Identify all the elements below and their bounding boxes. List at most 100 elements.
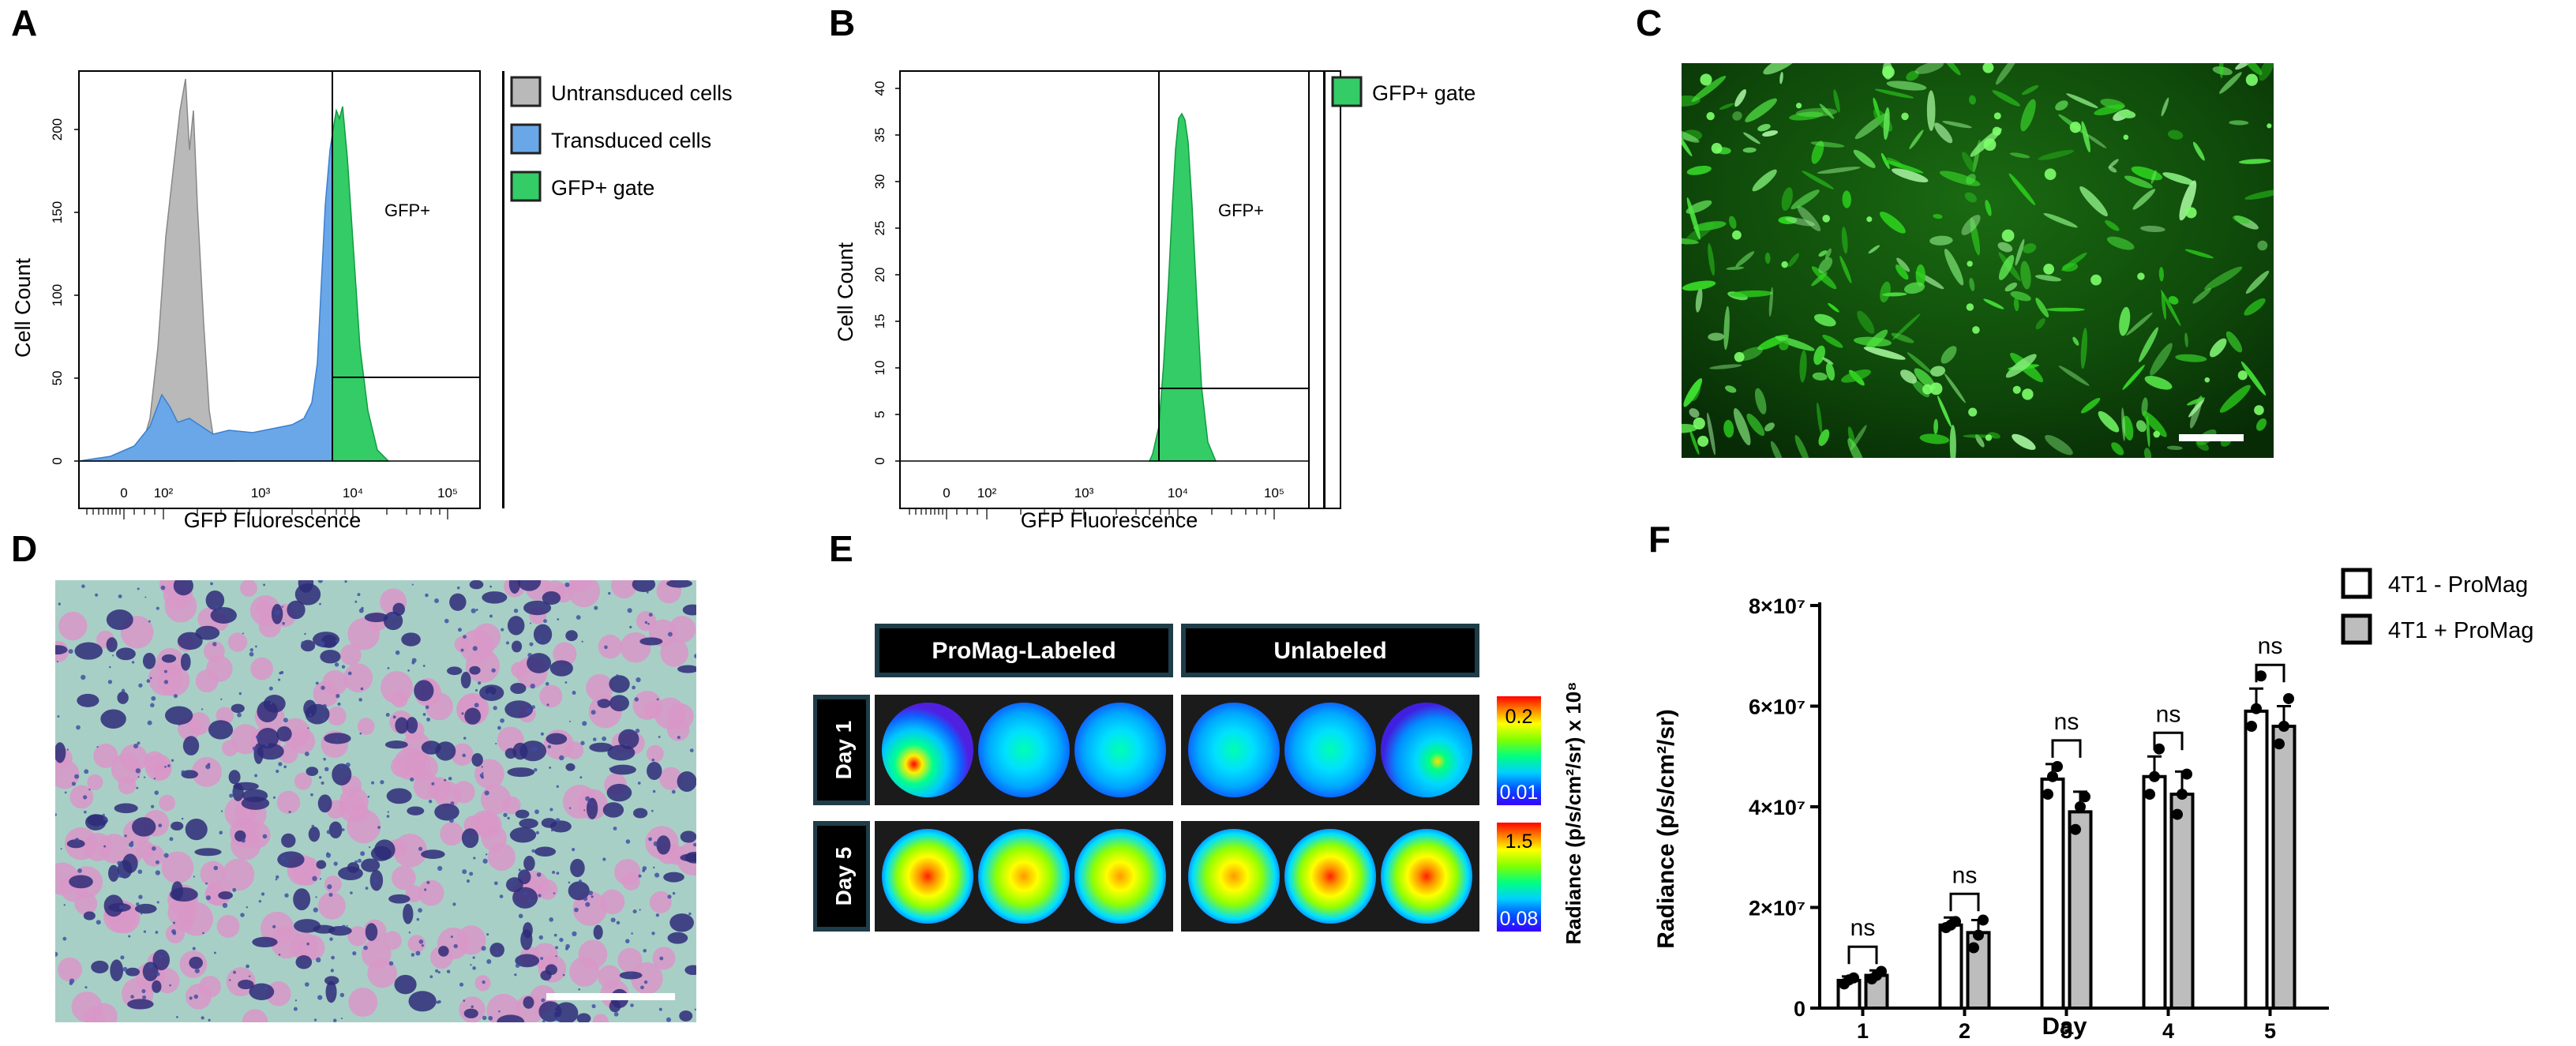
gfp-cell-bright — [1734, 351, 1745, 362]
colorbar-day1 — [1497, 696, 1541, 805]
gfp-cell — [2244, 298, 2266, 316]
gfp-cell — [2132, 189, 2156, 210]
blue-cell — [395, 717, 409, 734]
pink-cell — [511, 662, 527, 678]
blue-cell — [647, 761, 662, 781]
panel-b-histogram: Cell Count 0 5 10 15 20 25 30 35 40 GFP+… — [834, 70, 1475, 532]
blue-speck — [462, 753, 466, 758]
panel-f-ylabel: Radiance (p/s/cm²/sr) — [1653, 709, 1679, 948]
gfp-cell-bright — [1711, 142, 1723, 154]
panel-letter-a: A — [11, 2, 38, 43]
blue-speck — [249, 651, 254, 657]
blue-speck — [658, 736, 661, 738]
y-tick: 200 — [50, 118, 65, 141]
blue-cell — [606, 783, 632, 802]
blue-speck — [553, 965, 557, 969]
panel-letter-c: C — [1636, 2, 1663, 43]
blue-cell — [194, 848, 222, 857]
panel-a-legend-divider — [502, 71, 504, 508]
gfp-cell-bright — [2237, 370, 2248, 381]
blue-speck — [144, 596, 147, 598]
blue-speck — [461, 712, 464, 715]
pink-cell — [324, 875, 342, 894]
blue-speck — [283, 765, 287, 769]
blue-speck — [528, 898, 532, 902]
gfp-cell — [2108, 166, 2117, 173]
blue-cell — [114, 803, 138, 814]
gfp-cell-bright — [1866, 216, 1873, 223]
blue-speck — [527, 653, 533, 658]
blue-speck — [249, 975, 251, 977]
pink-cell — [487, 842, 516, 872]
blue-speck — [481, 946, 486, 951]
blue-cell — [218, 891, 233, 900]
pink-cell — [471, 810, 498, 838]
gfp-cell — [1926, 90, 1936, 131]
gfp-cell — [1961, 215, 1981, 235]
blue-speck — [411, 953, 415, 957]
blue-speck — [457, 628, 462, 632]
pink-cell — [568, 580, 601, 608]
gfp-cell — [1915, 264, 1925, 287]
blue-cell — [171, 821, 184, 831]
blue-speck — [328, 892, 333, 897]
blue-cell — [171, 881, 183, 901]
gfp-cell — [1795, 107, 1838, 118]
blue-speck — [482, 858, 488, 864]
blue-speck — [208, 1018, 211, 1022]
blue-speck — [169, 984, 171, 987]
gfp-cell — [1929, 235, 1953, 246]
gfp-cell — [1764, 252, 1771, 264]
blue-speck — [194, 968, 200, 973]
panel-f-x-ticks: 1 2 3 4 5 — [1857, 1019, 2276, 1043]
blue-speck — [534, 809, 539, 815]
gfp-cell — [1797, 205, 1821, 231]
blue-speck — [74, 838, 80, 842]
blue-speck — [579, 776, 583, 779]
gfp-cell — [2168, 296, 2179, 305]
blue-speck — [136, 786, 139, 789]
x-tick: 10⁴ — [1168, 486, 1188, 501]
gfp-cell — [1969, 95, 1976, 105]
gfp-cell-bright — [2022, 388, 2034, 400]
blue-speck — [536, 872, 542, 877]
gfp-cell — [1695, 287, 1703, 313]
y-tick: 40 — [872, 81, 887, 96]
panel-f-y-ticks: 0 2×10⁷ 4×10⁷ 6×10⁷ 8×10⁷ — [1749, 594, 1805, 1021]
blue-speck — [315, 896, 317, 898]
blue-speck — [498, 1010, 501, 1013]
blue-cell — [110, 959, 124, 982]
gfp-cell — [2219, 72, 2242, 94]
blue-speck — [582, 721, 587, 726]
blue-cell — [142, 962, 159, 981]
gfp-cell — [1789, 111, 1824, 121]
blue-cell — [182, 736, 200, 755]
blue-speck — [96, 746, 99, 748]
blue-speck — [542, 1019, 546, 1022]
blue-speck — [76, 725, 81, 730]
blue-speck — [201, 1016, 204, 1020]
pink-cell — [327, 706, 347, 726]
blue-speck — [108, 665, 111, 669]
gfp-cell — [1944, 249, 1964, 286]
blue-speck — [415, 950, 421, 956]
blue-speck — [481, 775, 484, 779]
gfp-cell — [2219, 384, 2251, 413]
blue-speck — [130, 995, 134, 999]
blue-speck — [564, 681, 568, 684]
blue-cell — [437, 946, 449, 957]
blue-speck — [330, 969, 335, 973]
gfp-cell — [1857, 310, 1875, 334]
blue-speck — [307, 727, 309, 729]
x-tick: 10⁴ — [343, 486, 363, 501]
blue-speck — [578, 988, 581, 991]
blue-cell — [597, 699, 611, 708]
blue-speck — [514, 973, 517, 977]
gfp-cell — [1868, 245, 1880, 254]
blue-speck — [155, 931, 159, 934]
y-tick: 30 — [872, 174, 887, 189]
blue-speck — [535, 830, 540, 834]
blue-speck — [272, 924, 276, 928]
pink-cell — [119, 744, 148, 772]
blue-speck — [83, 795, 88, 800]
